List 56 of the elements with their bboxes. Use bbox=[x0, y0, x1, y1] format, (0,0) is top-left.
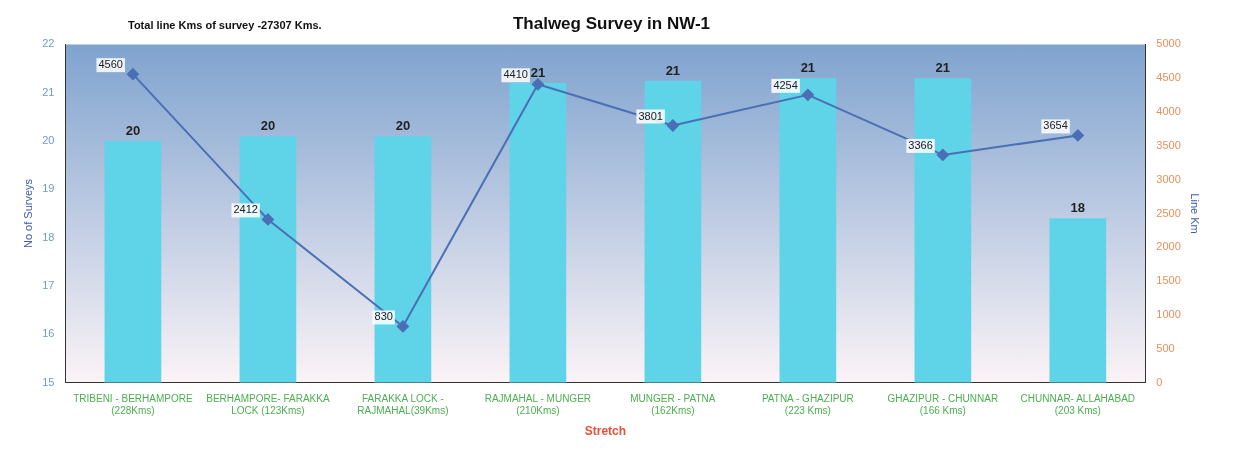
point bbox=[126, 68, 139, 81]
y2-tick-label: 5000 bbox=[1156, 37, 1181, 50]
point bbox=[396, 320, 409, 333]
y-tick-label: 19 bbox=[42, 182, 55, 195]
x-tick-label: GHAZIPUR - CHUNNAR (166 Kms) bbox=[887, 393, 999, 417]
data-label: 3366 bbox=[908, 138, 933, 151]
data-label: 21 bbox=[530, 65, 546, 81]
y2-tick-label: 4500 bbox=[1156, 71, 1181, 84]
y2-tick-label: 4000 bbox=[1156, 105, 1181, 118]
data-label: 3654 bbox=[1043, 119, 1068, 132]
y-tick-label: 20 bbox=[42, 134, 55, 147]
y-axis-title: No of Surveys bbox=[21, 178, 34, 249]
x-tick-label: FARAKKA LOCK - RAJMAHAL(39Kms) bbox=[357, 393, 449, 417]
y-tick-label: 17 bbox=[42, 279, 55, 291]
point bbox=[936, 148, 949, 161]
data-label: 21 bbox=[800, 60, 816, 76]
x-tick-label: CHUNNAR- ALLAHABAD (203 Kms) bbox=[1020, 393, 1136, 417]
data-label: 4560 bbox=[98, 58, 123, 71]
y2-tick-label: 2500 bbox=[1156, 206, 1181, 219]
y2-tick-label: 3000 bbox=[1156, 172, 1181, 185]
data-label: 4410 bbox=[503, 68, 528, 81]
y2-tick-label: 3500 bbox=[1156, 138, 1181, 151]
x-tick-label: TRIBENI - BERHAMPORE (228Kms) bbox=[73, 393, 193, 417]
y-tick-label: 15 bbox=[42, 375, 55, 388]
data-label: 830 bbox=[374, 310, 393, 323]
data-label: 18 bbox=[1070, 200, 1086, 216]
y2-tick-label: 1500 bbox=[1156, 274, 1181, 287]
data-label: 20 bbox=[125, 123, 141, 139]
x-axis-title: Stretch bbox=[584, 424, 627, 439]
x-tick-label: PATNA - GHAZIPUR (223 Kms) bbox=[761, 393, 854, 417]
point bbox=[1071, 129, 1084, 142]
y-tick-label: 21 bbox=[42, 85, 55, 98]
text: Total line Kms of survey -27307 Kms. bbox=[128, 19, 322, 32]
y-tick-label: 18 bbox=[42, 230, 55, 243]
x-tick-label: RAJMAHAL - MUNGER (210Kms) bbox=[484, 393, 592, 417]
chart-title: Thalweg Survey in NW-1 bbox=[512, 13, 711, 33]
y2-tick-label: 0 bbox=[1156, 375, 1163, 388]
data-label: 3801 bbox=[638, 109, 663, 122]
y-tick-label: 22 bbox=[42, 37, 55, 50]
data-label: 20 bbox=[260, 118, 276, 134]
data-label: 20 bbox=[395, 118, 411, 134]
x-tick-label: BERHAMPORE- FARAKKA LOCK (123Kms) bbox=[206, 393, 330, 417]
point bbox=[531, 78, 544, 91]
data-label: 2412 bbox=[233, 203, 258, 216]
data-label: 21 bbox=[935, 60, 951, 76]
point bbox=[801, 88, 814, 101]
y2-tick-label: 500 bbox=[1156, 341, 1175, 354]
y2-axis-title: Line Km bbox=[1189, 193, 1202, 234]
point bbox=[261, 213, 274, 226]
data-label: 4254 bbox=[773, 78, 798, 91]
data-label: 21 bbox=[665, 62, 681, 78]
y-tick-label: 16 bbox=[42, 327, 55, 340]
x-tick-label: MUNGER - PATNA (162Kms) bbox=[630, 393, 716, 417]
point bbox=[666, 119, 679, 132]
y2-tick-label: 1000 bbox=[1156, 307, 1181, 320]
y2-tick-label: 2000 bbox=[1156, 240, 1181, 253]
